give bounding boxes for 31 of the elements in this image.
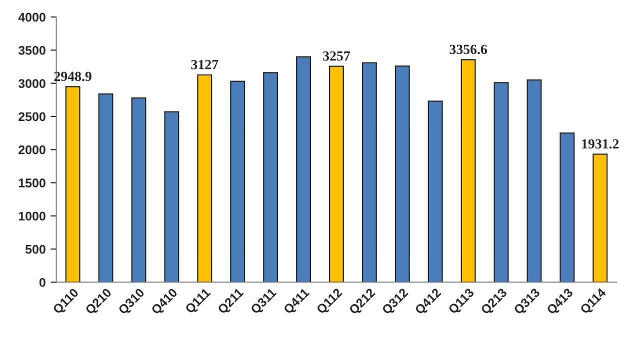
y-tick-label: 3000: [18, 79, 46, 88]
bar: [131, 97, 146, 282]
bar: [98, 93, 114, 282]
y-tick-label: 1000: [18, 212, 46, 221]
y-tick-label: 3500: [18, 46, 46, 55]
bar: [329, 66, 344, 282]
y-tick-label: 4000: [18, 12, 46, 22]
bar: [494, 82, 509, 282]
bar: [394, 66, 410, 282]
y-tick-label: 2000: [18, 145, 46, 154]
bar: [560, 132, 575, 282]
y-tick-label: 1500: [18, 178, 46, 188]
data-label: 3127: [191, 60, 218, 70]
data-label: 3257: [323, 51, 350, 61]
bar: [65, 86, 80, 282]
bar: [428, 100, 443, 282]
data-label: 3356.6: [450, 44, 487, 54]
bar: [296, 56, 311, 282]
data-label: 1931.2: [582, 139, 619, 149]
data-label: 2948.9: [54, 72, 92, 82]
bar: [230, 80, 246, 282]
bar: [460, 59, 476, 282]
bar: [526, 79, 542, 282]
y-tick-label: 0: [39, 278, 46, 287]
bar: [263, 72, 278, 282]
bar: [592, 154, 608, 282]
bar: [197, 74, 212, 282]
bar: [164, 111, 180, 282]
bar: [362, 62, 377, 282]
y-tick-label: 2500: [18, 112, 46, 122]
y-tick-label: 500: [25, 244, 46, 254]
